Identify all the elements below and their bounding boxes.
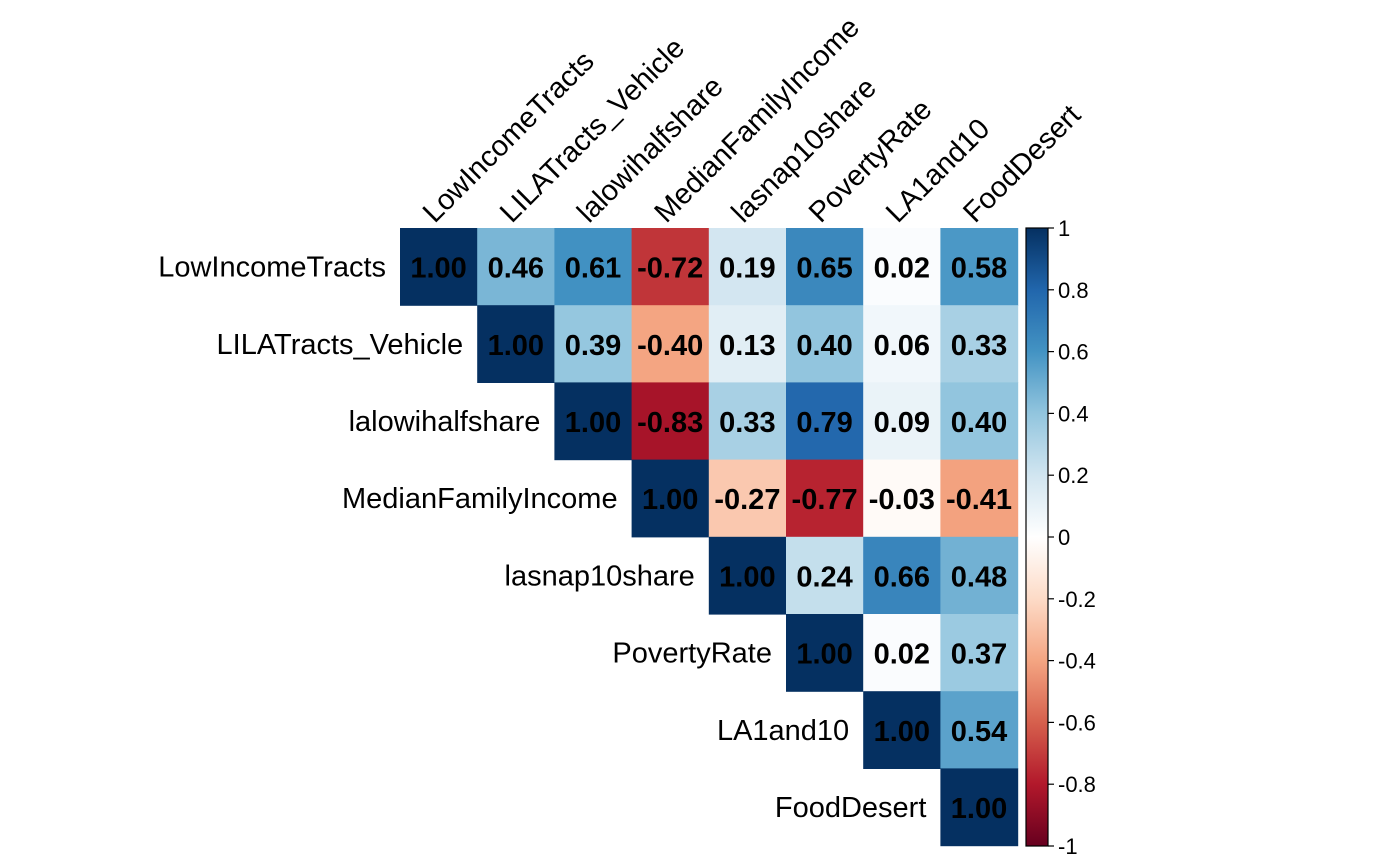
heatmap-cell-0-7 [940, 228, 1019, 306]
colorbar-tick-label: 0 [1058, 525, 1070, 550]
heatmap-cell-0-6 [863, 228, 941, 306]
heatmap-cell-4-6 [863, 536, 941, 615]
heatmap-cell-0-3 [631, 228, 710, 306]
heatmap-cell-1-6 [863, 305, 941, 383]
cell-value-3-6: -0.03 [869, 484, 935, 516]
cell-value-1-5: 0.40 [796, 330, 852, 362]
colorbar-tick-label: -0.2 [1058, 587, 1096, 612]
cell-value-5-5: 1.00 [796, 639, 852, 671]
colorbar-tick-label: 0.8 [1058, 278, 1089, 303]
heatmap-cell-3-3 [631, 459, 710, 538]
heatmap-value-labels: 1.00 0.46 0.61 -0.72 0.19 0.65 0.02 0.58 1.00 0.3… [410, 253, 1012, 825]
heatmap-cell-3-5 [786, 459, 864, 538]
heatmap-cell-1-5 [786, 305, 864, 383]
heatmap-cell-0-1 [477, 228, 555, 306]
cell-value-1-2: 0.39 [565, 330, 621, 362]
cell-value-3-7: -0.41 [946, 484, 1012, 516]
heatmap-cell-4-4 [708, 536, 787, 615]
heatmap-cell-2-5 [786, 382, 864, 461]
row-label-0: LowIncomeTracts [158, 252, 386, 284]
heatmap-cell-0-0 [400, 228, 478, 306]
cell-value-2-3: -0.83 [637, 407, 703, 439]
row-label-6: LA1and10 [717, 715, 849, 747]
cell-value-0-5: 0.65 [796, 253, 852, 285]
cell-value-6-7: 0.54 [951, 716, 1007, 748]
row-label-2: lalowihalfshare [349, 406, 541, 438]
colorbar: 1 0.8 0.6 0.4 0.2 0 -0.2 -0.4 -0.6 -0.8 -1 [1025, 216, 1096, 859]
colorbar-gradient [1025, 227, 1049, 847]
row-label-4: lasnap10share [505, 560, 695, 592]
heatmap-cell-5-5 [786, 614, 864, 692]
heatmap-cell-2-7 [940, 382, 1019, 461]
cell-value-3-5: -0.77 [792, 484, 858, 516]
cell-value-0-1: 0.46 [488, 253, 544, 285]
cell-value-5-7: 0.37 [951, 639, 1007, 671]
heatmap-cell-2-3 [631, 382, 710, 461]
cell-value-2-4: 0.33 [719, 407, 775, 439]
cell-value-4-5: 0.24 [796, 561, 852, 593]
cell-value-0-0: 1.00 [410, 253, 466, 285]
colorbar-tick-label: 0.2 [1058, 463, 1089, 488]
heatmap-cell-6-7 [940, 691, 1019, 769]
cell-value-1-7: 0.33 [951, 330, 1007, 362]
heatmap-cell-7-7 [940, 768, 1019, 847]
heatmap-cell-1-3 [631, 305, 710, 383]
cell-value-0-6: 0.02 [874, 253, 930, 285]
cell-value-5-6: 0.02 [874, 639, 930, 671]
heatmap-cell-3-4 [708, 459, 787, 538]
cell-value-2-6: 0.09 [874, 407, 930, 439]
colorbar-tick-label: -0.6 [1058, 710, 1096, 735]
cell-value-0-2: 0.61 [565, 253, 621, 285]
heatmap-cell-4-5 [786, 536, 864, 615]
heatmap-cell-1-1 [477, 305, 555, 383]
cell-value-3-4: -0.27 [714, 484, 780, 516]
heatmap-cell-3-7 [940, 459, 1019, 538]
heatmap-cell-0-4 [708, 228, 787, 306]
heatmap-cell-5-6 [863, 614, 941, 692]
column-labels: LowIncomeTractsLILATracts_Vehiclelalowih… [417, 11, 1087, 229]
colorbar-tick-label: 1 [1058, 216, 1070, 241]
cell-value-1-4: 0.13 [719, 330, 775, 362]
heatmap-cell-0-5 [786, 228, 864, 306]
heatmap-cell-1-4 [708, 305, 787, 383]
row-label-3: MedianFamilyIncome [342, 483, 618, 515]
cell-value-1-1: 1.00 [488, 330, 544, 362]
cell-value-2-5: 0.79 [796, 407, 852, 439]
heatmap-cell-2-2 [554, 382, 633, 461]
cell-value-2-7: 0.40 [951, 407, 1007, 439]
colorbar-tick-label: -0.4 [1058, 649, 1096, 674]
row-label-5: PovertyRate [612, 638, 772, 670]
cell-value-4-4: 1.00 [719, 561, 775, 593]
cell-value-6-6: 1.00 [874, 716, 930, 748]
row-label-1: LILATracts_Vehicle [217, 329, 464, 361]
heatmap-cell-1-7 [940, 305, 1019, 383]
cell-value-1-3: -0.40 [637, 330, 703, 362]
colorbar-tick-label: -1 [1058, 834, 1078, 859]
heatmap-cell-4-7 [940, 536, 1019, 615]
cell-value-4-6: 0.66 [874, 561, 930, 593]
heatmap-cell-1-2 [554, 305, 633, 383]
heatmap-cell-5-7 [940, 614, 1019, 692]
colorbar-tick-label: 0.6 [1058, 340, 1089, 365]
heatmap-cell-2-6 [863, 382, 941, 461]
heatmap-cells [400, 228, 1019, 847]
cell-value-2-2: 1.00 [565, 407, 621, 439]
cell-value-1-6: 0.06 [874, 330, 930, 362]
heatmap-cell-3-6 [863, 459, 941, 538]
cell-value-0-4: 0.19 [719, 253, 775, 285]
heatmap-cell-2-4 [708, 382, 787, 461]
row-label-7: FoodDesert [775, 792, 927, 824]
heatmap-cell-6-6 [863, 691, 941, 769]
cell-value-0-3: -0.72 [637, 253, 703, 285]
heatmap-cell-0-2 [554, 228, 633, 306]
cell-value-7-7: 1.00 [951, 793, 1007, 825]
colorbar-tick-label: -0.8 [1058, 772, 1096, 797]
colorbar-tick-label: 0.4 [1058, 401, 1089, 426]
row-labels: LowIncomeTracts LILATracts_Vehiclelalowih… [158, 252, 926, 824]
cell-value-3-3: 1.00 [642, 484, 698, 516]
cell-value-0-7: 0.58 [951, 253, 1007, 285]
cell-value-4-7: 0.48 [951, 561, 1007, 593]
